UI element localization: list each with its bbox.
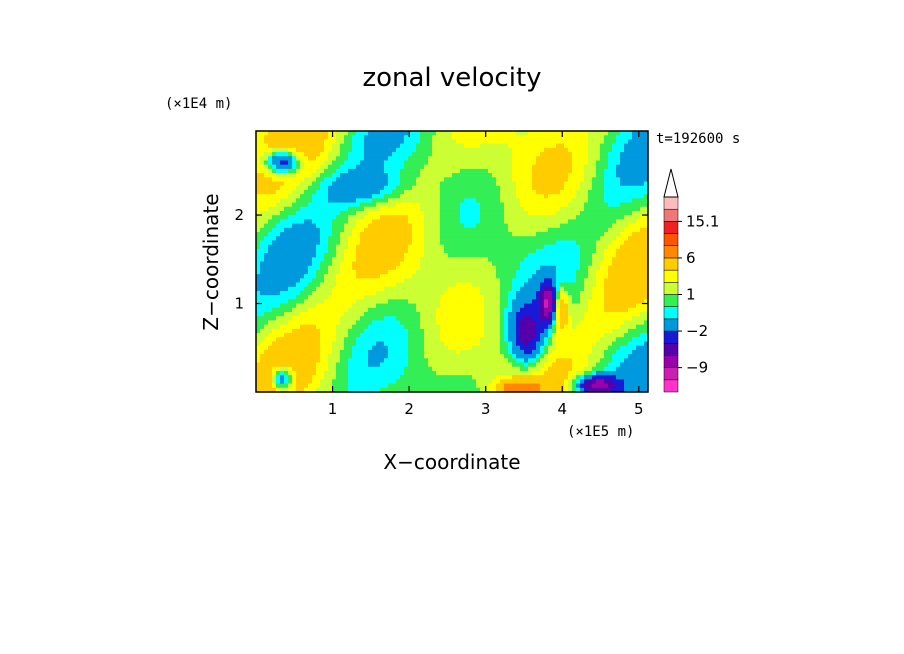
colorbar-tick-label: −9 [686, 359, 708, 377]
colorbar-swatch [663, 355, 679, 368]
colorbar-swatch [663, 367, 679, 381]
colorbar-tick-label: −2 [686, 322, 708, 340]
colorbar-swatch [663, 306, 679, 320]
colorbar-swatch [663, 196, 679, 210]
colorbar-swatch [663, 221, 679, 234]
colorbar-swatch [663, 379, 679, 393]
x-tick-label: 4 [557, 400, 567, 418]
colorbar-extend-arrow [663, 168, 679, 198]
colorbar-swatch [663, 294, 679, 307]
x-axis: 1 2 3 4 5 [328, 131, 644, 418]
x-tick-label: 1 [328, 400, 338, 418]
colorbar-swatch [663, 245, 679, 259]
y-multiplier: (×1E4 m) [165, 96, 232, 112]
plot-frame [255, 130, 649, 393]
colorbar-swatch [663, 208, 679, 222]
x-tick-label: 5 [634, 400, 644, 418]
contour-plot [256, 131, 648, 392]
colorbar-swatch [663, 343, 679, 356]
x-tick-label: 2 [404, 400, 414, 418]
colorbar-swatch [663, 269, 679, 283]
y-tick-label: 1 [234, 295, 244, 313]
y-axis: 12 [234, 206, 648, 313]
x-axis-label: X−coordinate [383, 450, 520, 474]
colorbar-tick-label: 1 [686, 286, 696, 304]
colorbar-swatch [663, 330, 679, 344]
colorbar-swatch [663, 282, 679, 295]
y-axis-label: Z−coordinate [199, 193, 223, 330]
x-tick-label: 3 [481, 400, 491, 418]
colorbar-tick-label: 15.1 [686, 212, 719, 230]
y-tick-label: 2 [234, 206, 244, 224]
x-multiplier: (×1E5 m) [567, 424, 634, 440]
colorbar-swatch [663, 318, 679, 332]
colorbar-tick-label: 6 [686, 249, 696, 267]
colorbar-swatch [663, 233, 679, 246]
colorbar: 15.1 6 1 −2 −9 [663, 168, 719, 393]
colorbar-swatch [663, 257, 679, 271]
chart-title: zonal velocity [362, 63, 541, 93]
time-label: t=192600 s [656, 131, 740, 147]
